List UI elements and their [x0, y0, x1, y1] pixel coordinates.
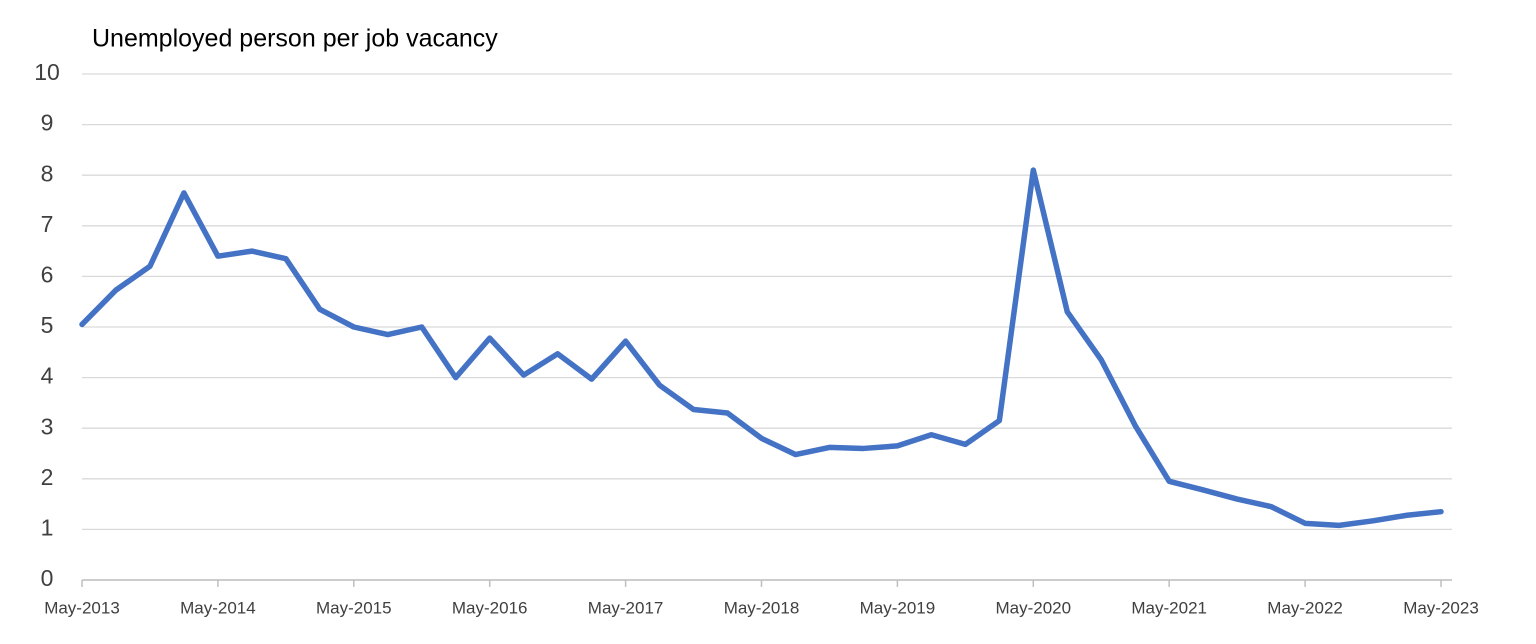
y-tick-label: 8 [41, 160, 54, 186]
x-tick-label: May-2018 [724, 598, 800, 617]
x-tick-label: May-2019 [860, 598, 936, 617]
y-tick-label: 2 [41, 464, 54, 490]
x-tick-label: May-2017 [588, 598, 664, 617]
y-tick-label: 4 [41, 363, 54, 389]
x-tick-label: May-2023 [1403, 598, 1479, 617]
data-line [79, 167, 1444, 529]
x-tick-label: May-2016 [452, 598, 528, 617]
x-tick-label: May-2013 [44, 598, 120, 617]
x-tick-label: May-2014 [180, 598, 256, 617]
chart-title: Unemployed person per job vacancy [92, 25, 498, 53]
y-tick-label: 6 [41, 261, 54, 287]
x-tick-label: May-2015 [316, 598, 392, 617]
y-tick-label: 0 [41, 565, 54, 591]
y-tick-label: 9 [41, 110, 54, 136]
y-tick-label: 7 [41, 211, 54, 237]
x-tick-label: May-2022 [1267, 598, 1343, 617]
y-tick-label: 10 [34, 59, 60, 85]
y-tick-label: 1 [41, 514, 54, 540]
x-tick-label: May-2020 [995, 598, 1071, 617]
y-tick-label: 3 [41, 413, 54, 439]
y-tick-label: 5 [41, 312, 54, 338]
x-tick-label: May-2021 [1131, 598, 1207, 617]
